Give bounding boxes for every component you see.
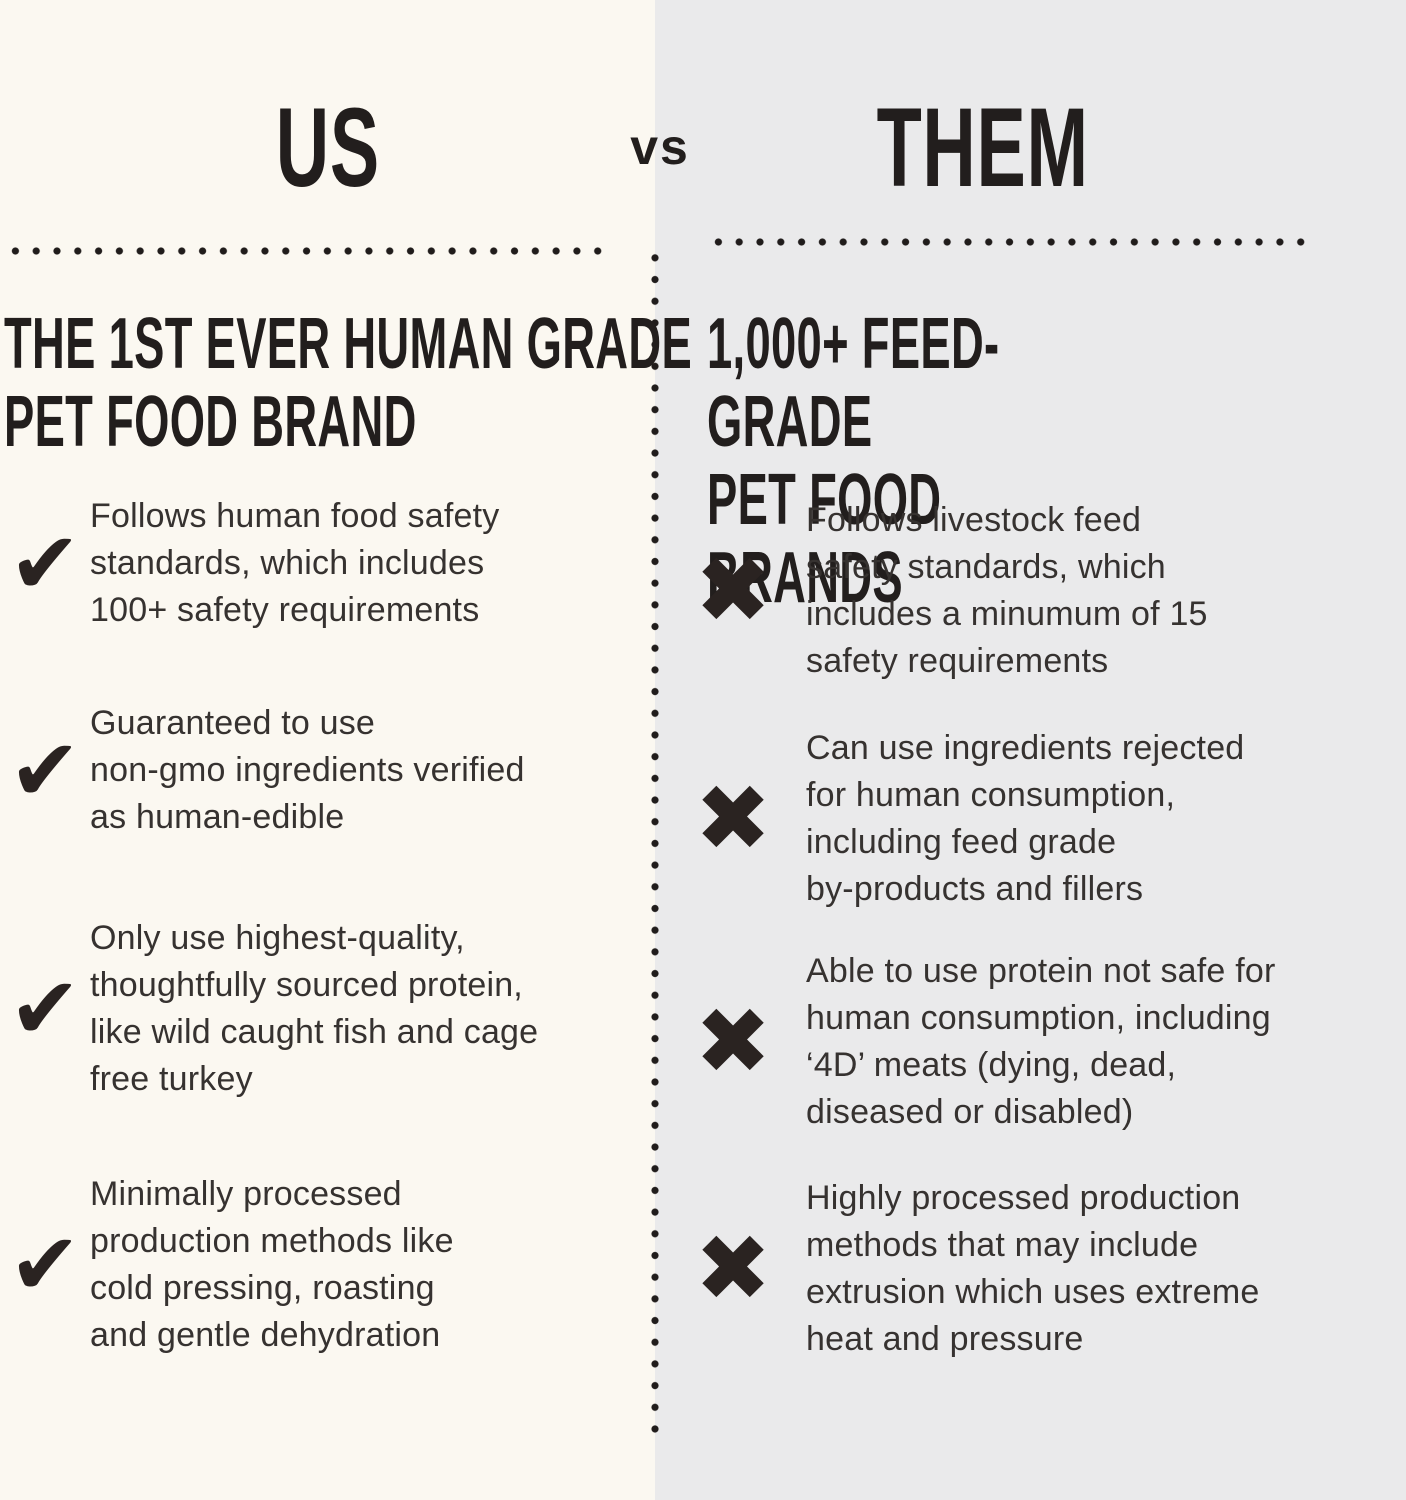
check-icon: ✔ xyxy=(8,959,82,1059)
them-point-3: ✖ Able to use protein not safe for human… xyxy=(660,948,1400,1136)
them-point-2: ✖ Can use ingredients rejected for human… xyxy=(660,725,1400,913)
us-point-2-text: Guaranteed to use non-gmo ingredients ve… xyxy=(90,704,525,836)
dotted-divider-vertical xyxy=(650,247,660,1439)
us-section-heading: THE 1ST EVER HUMAN GRADE PET FOOD BRAND xyxy=(4,305,1096,461)
check-icon: ✔ xyxy=(8,720,82,821)
us-point-1-text: Follows human food safety standards, whi… xyxy=(90,497,500,629)
them-point-1: ✖ Follows livestock feed safety standard… xyxy=(660,497,1400,685)
cross-icon: ✖ xyxy=(694,988,772,1095)
us-point-3-text: Only use highest-quality, thoughtfully s… xyxy=(90,919,539,1098)
dotted-divider-left xyxy=(5,246,612,256)
cross-icon: ✖ xyxy=(694,765,772,872)
them-section-heading-text: 1,000+ FEED-GRADE PET FOOD BRANDS xyxy=(707,304,1000,618)
them-panel-background xyxy=(655,0,1406,1500)
us-point-4: ✔ Minimally processed production methods… xyxy=(0,1171,630,1359)
us-point-4-text: Minimally processed production methods l… xyxy=(90,1175,454,1354)
us-point-2: ✔ Guaranteed to use non-gmo ingredients … xyxy=(0,700,630,841)
us-title-text: US xyxy=(275,85,380,210)
us-section-heading-text: THE 1ST EVER HUMAN GRADE PET FOOD BRAND xyxy=(4,304,693,462)
us-point-3: ✔ Only use highest-quality, thoughtfully… xyxy=(0,915,630,1103)
cross-icon: ✖ xyxy=(694,537,772,644)
us-point-1: ✔ Follows human food safety standards, w… xyxy=(0,493,630,634)
them-point-4: ✖ Highly processed production methods th… xyxy=(660,1175,1400,1363)
them-point-3-text: Able to use protein not safe for human c… xyxy=(806,952,1276,1131)
them-point-2-text: Can use ingredients rejected for human c… xyxy=(806,729,1245,908)
dotted-divider-right xyxy=(708,237,1306,247)
cross-icon: ✖ xyxy=(694,1215,772,1322)
us-title: US xyxy=(0,92,655,204)
them-point-4-text: Highly processed production methods that… xyxy=(806,1179,1260,1358)
them-point-1-text: Follows livestock feed safety standards,… xyxy=(806,501,1208,680)
them-title-text: THEM xyxy=(876,85,1089,210)
them-title: THEM xyxy=(655,92,1310,204)
check-icon: ✔ xyxy=(8,1215,82,1315)
them-section-heading: 1,000+ FEED-GRADE PET FOOD BRANDS xyxy=(707,305,1406,617)
check-icon: ✔ xyxy=(8,513,82,614)
vs-label: vs xyxy=(630,119,690,175)
